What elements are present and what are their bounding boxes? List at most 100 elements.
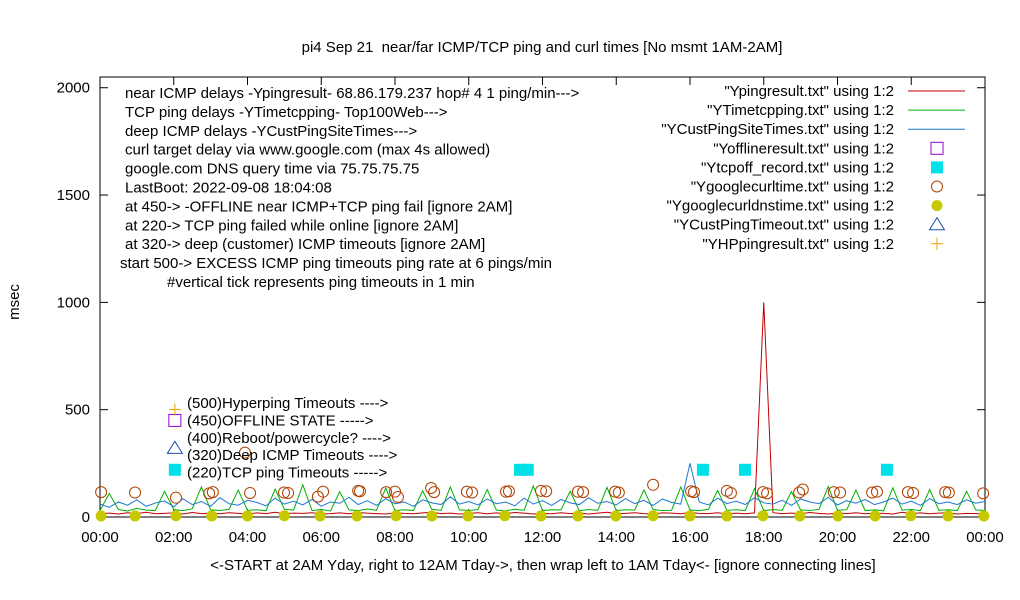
x-tick-label: 14:00 xyxy=(597,529,635,546)
point xyxy=(380,486,393,499)
key-note: (400)Reboot/powercycle? ----> xyxy=(187,430,391,447)
x-tick-label: 08:00 xyxy=(376,529,414,546)
annotation: start 500-> EXCESS ICMP ping timeouts pi… xyxy=(120,255,552,272)
point xyxy=(238,446,251,459)
point xyxy=(206,510,218,522)
legend-swatch xyxy=(931,237,943,250)
point xyxy=(870,485,883,498)
point xyxy=(521,463,534,476)
x-tick-label: 04:00 xyxy=(229,529,267,546)
legend-label: "Ytcpoff_record.txt" using 1:2 xyxy=(701,159,894,176)
point xyxy=(869,510,881,522)
point xyxy=(426,510,438,522)
point xyxy=(796,483,809,496)
point xyxy=(278,510,290,522)
point xyxy=(462,510,474,522)
x-tick-label: 20:00 xyxy=(819,529,857,546)
point xyxy=(244,486,257,499)
point xyxy=(939,486,952,499)
point xyxy=(391,491,404,504)
point xyxy=(794,510,806,522)
point xyxy=(129,486,142,499)
point xyxy=(866,486,879,499)
x-tick-label: 16:00 xyxy=(671,529,709,546)
point xyxy=(466,486,479,499)
legend-label: "Ygooglecurldnstime.txt" using 1:2 xyxy=(667,198,894,215)
point xyxy=(540,485,553,498)
y-tick-label: 2000 xyxy=(57,80,90,97)
y-tick-label: 1000 xyxy=(57,294,90,311)
legend-swatch xyxy=(931,180,943,193)
point xyxy=(169,491,182,504)
y-tick-label: 500 xyxy=(65,402,90,419)
x-axis-label: <-START at 2AM Yday, right to 12AM Tday-… xyxy=(210,557,875,574)
x-tick-label: 18:00 xyxy=(745,529,783,546)
y-axis-label: msec xyxy=(6,284,23,320)
annotation: deep ICMP delays -YCustPingSiteTimes---> xyxy=(125,123,417,140)
annotation: TCP ping delays -YTimetcpping- Top100Web… xyxy=(125,104,448,121)
x-tick-label: 02:00 xyxy=(155,529,193,546)
x-tick-label: 12:00 xyxy=(524,529,562,546)
x-tick-label: 10:00 xyxy=(450,529,488,546)
legend-swatch xyxy=(930,141,944,155)
point xyxy=(168,463,181,476)
point xyxy=(793,486,806,499)
legend-label: "YCustPingSiteTimes.txt" using 1:2 xyxy=(661,121,894,138)
legend-label: "Ygooglecurltime.txt" using 1:2 xyxy=(691,179,894,196)
annotation: #vertical tick represents ping timeouts … xyxy=(167,274,475,291)
annotation: LastBoot: 2022-09-08 18:04:08 xyxy=(125,180,332,197)
series-line xyxy=(99,463,986,508)
point xyxy=(242,510,253,522)
point xyxy=(314,510,326,522)
point xyxy=(647,510,659,522)
point xyxy=(832,510,844,522)
point xyxy=(721,510,733,522)
point xyxy=(428,486,441,499)
point xyxy=(942,486,955,499)
point xyxy=(206,486,219,499)
point xyxy=(95,486,108,499)
point xyxy=(535,510,547,522)
point xyxy=(880,463,893,476)
point xyxy=(353,485,366,498)
point xyxy=(757,510,769,522)
point xyxy=(978,510,990,522)
legend-swatch xyxy=(931,200,943,212)
point xyxy=(502,485,515,498)
point xyxy=(761,487,774,500)
point xyxy=(907,486,920,499)
annotation: at 320-> deep (customer) ICMP timeouts [… xyxy=(125,236,485,253)
point xyxy=(168,403,181,416)
point xyxy=(738,463,751,476)
point xyxy=(425,482,438,495)
point xyxy=(577,486,590,499)
legend-label: "YCustPingTimeout.txt" using 1:2 xyxy=(674,217,894,234)
x-tick-label: 06:00 xyxy=(302,529,340,546)
key-note: (450)OFFLINE STATE -----> xyxy=(187,412,374,429)
annotation: near ICMP delays -Ypingresult- 68.86.179… xyxy=(125,85,580,102)
point xyxy=(827,486,840,499)
point xyxy=(612,486,625,499)
key-note: (320)Deep ICMP Timeouts ----> xyxy=(187,447,397,464)
point xyxy=(571,485,584,498)
series-line xyxy=(99,483,986,512)
legend-label: "YTimetcpping.txt" using 1:2 xyxy=(707,102,894,119)
point xyxy=(278,486,291,499)
legend-swatch xyxy=(931,161,943,174)
point xyxy=(905,510,917,522)
point xyxy=(901,486,914,499)
annotation: curl target delay via www.google.com (ma… xyxy=(125,142,490,159)
point xyxy=(499,510,511,522)
point xyxy=(572,510,584,522)
point xyxy=(166,440,184,454)
point xyxy=(724,486,737,499)
point xyxy=(317,485,330,498)
point xyxy=(460,485,473,498)
point xyxy=(696,463,709,476)
y-tick-label: 0 xyxy=(82,509,90,526)
point xyxy=(942,510,954,522)
point xyxy=(390,510,402,522)
point xyxy=(610,510,622,522)
